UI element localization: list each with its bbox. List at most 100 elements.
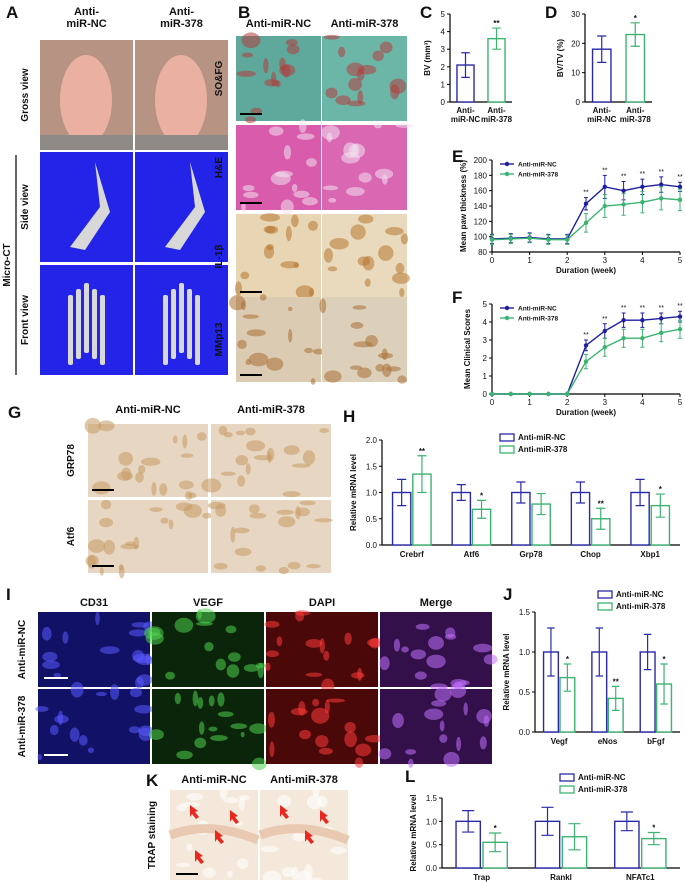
significance: ** [658, 169, 664, 176]
x-tick-label: Anti-miR-NC [451, 106, 481, 124]
row-label: Side view [20, 184, 31, 230]
x-tick-label: Trap [473, 873, 490, 882]
texture [174, 617, 194, 633]
texture [236, 858, 249, 869]
texture [274, 170, 293, 178]
x-tick-label: NFATc1 [626, 873, 655, 882]
texture [217, 692, 225, 707]
bone [258, 824, 350, 845]
error-bar [655, 493, 665, 518]
legend-swatch [499, 433, 515, 442]
texture [395, 123, 414, 128]
texture [202, 512, 212, 519]
panel-label: H [343, 407, 355, 426]
texture [223, 797, 240, 804]
bone [195, 295, 200, 365]
texture [195, 621, 213, 626]
significance: ** [640, 171, 646, 178]
error-bar [568, 823, 581, 851]
row-label: Anti-miR-378 [17, 695, 28, 757]
group-label: Micro-CT [2, 243, 13, 286]
texture [373, 123, 382, 129]
texture [357, 90, 364, 104]
y-axis-label: Mean Clinical Scores [463, 308, 472, 389]
texture [399, 287, 405, 298]
texture [338, 46, 346, 58]
texture [295, 507, 311, 517]
texture [397, 375, 407, 384]
texture [135, 472, 144, 483]
texture [180, 453, 194, 458]
significance: ** [640, 305, 646, 312]
bone [84, 283, 89, 353]
texture [308, 877, 323, 883]
texture [69, 727, 80, 742]
panel-label: B [238, 3, 250, 22]
significance: ** [677, 174, 683, 181]
point [677, 197, 683, 203]
texture [235, 455, 249, 466]
texture [215, 658, 226, 671]
texture [95, 611, 100, 626]
y-tick-label: 30 [571, 10, 580, 19]
panel-label: G [8, 403, 21, 422]
texture [138, 465, 146, 474]
point [621, 188, 626, 193]
error-bar [476, 499, 487, 519]
texture [280, 199, 294, 215]
x-tick-label: Anti-miR-378 [481, 106, 513, 124]
y-tick-label: 0.5 [519, 688, 531, 697]
texture [134, 704, 154, 714]
texture [174, 692, 181, 705]
texture [364, 735, 384, 743]
texture [408, 758, 414, 768]
texture [322, 185, 339, 191]
texture [84, 417, 102, 434]
texture [291, 866, 299, 881]
texture [295, 285, 314, 299]
bone [171, 289, 176, 359]
significance: ** [583, 332, 589, 339]
bone [168, 824, 260, 845]
texture [463, 702, 468, 716]
point [546, 391, 551, 397]
texture [176, 750, 193, 760]
texture [456, 736, 462, 752]
row-label: Atf6 [66, 526, 77, 546]
texture [202, 867, 216, 878]
point [527, 391, 532, 397]
texture [219, 784, 228, 800]
texture [318, 747, 333, 755]
texture [335, 95, 351, 106]
texture [428, 636, 445, 650]
significance: ** [621, 305, 627, 312]
bone [68, 295, 73, 365]
x-axis-label: Duration (week) [556, 266, 616, 275]
texture [276, 509, 294, 515]
texture [312, 698, 320, 707]
bone [179, 283, 184, 353]
error-bar [563, 663, 572, 692]
texture [87, 539, 106, 553]
x-axis-label: Duration (week) [556, 408, 616, 417]
y-axis-label: Mean paw thickness (%) [459, 160, 468, 252]
legend-label: Anti-miR-378 [518, 172, 558, 179]
significance: ** [493, 19, 500, 28]
column-header: CD31 [80, 597, 108, 609]
texture [220, 471, 236, 476]
error-bar [536, 492, 546, 516]
texture [358, 214, 374, 224]
legend-swatch [559, 773, 575, 782]
texture [279, 64, 296, 77]
texture [92, 481, 111, 495]
y-tick-label: 0.5 [366, 515, 378, 524]
panel-label: L [405, 767, 415, 786]
point [489, 391, 495, 397]
texture [178, 480, 194, 490]
texture [321, 125, 340, 140]
texture [54, 714, 69, 724]
legend-label: Anti-miR-378 [518, 445, 568, 454]
texture [357, 69, 365, 81]
texture [439, 720, 445, 732]
arrow [190, 805, 199, 819]
